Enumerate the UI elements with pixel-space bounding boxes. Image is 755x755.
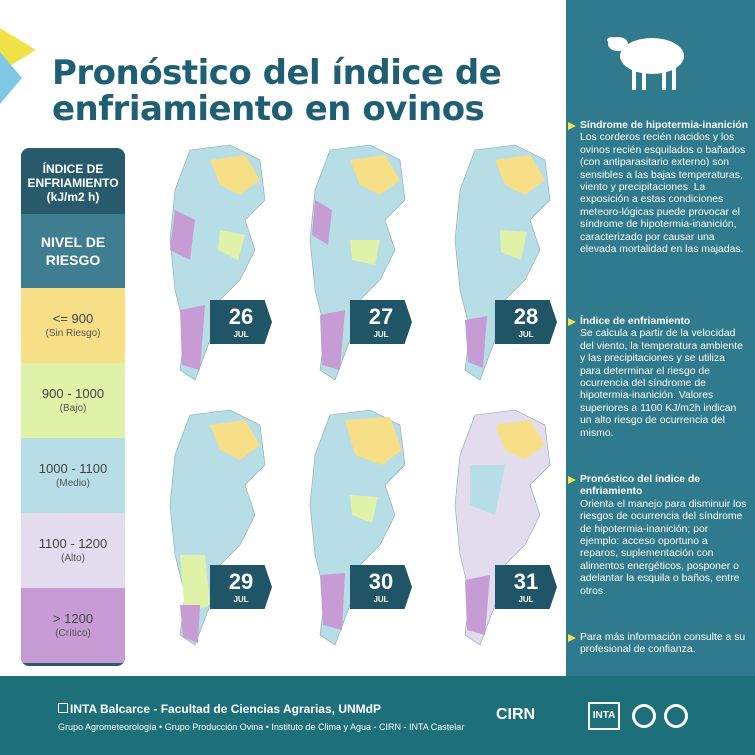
bullet-icon — [568, 634, 576, 642]
page-title: Pronóstico del índice de enfriamiento en… — [52, 53, 502, 129]
bullet-icon — [568, 318, 576, 326]
footer-institution-text: INTA Balcarce - Facultad de Ciencias Agr… — [70, 702, 381, 716]
cirn-logo: CIRN — [496, 706, 536, 723]
info-section-contacto: Para más información consulte a su profe… — [568, 632, 748, 657]
forecast-map-26 — [150, 140, 280, 390]
forecast-map-28 — [435, 140, 565, 390]
info-sidebar: Síndrome de hipotermia-inanición Los cor… — [566, 0, 755, 676]
legend-level: (Medio) — [56, 477, 90, 489]
legend-range: <= 900 — [52, 310, 94, 326]
info-section-indice: Índice de enfriamiento Se calcula a part… — [568, 316, 748, 440]
date-day: 30 — [368, 569, 394, 594]
date-badge-29: 29 JUL — [210, 565, 272, 609]
inta-mini-icon — [58, 703, 68, 713]
bullet-icon — [568, 122, 576, 130]
section-heading: Índice de enfriamiento — [580, 316, 691, 327]
forecast-map-30 — [290, 405, 420, 655]
legend-header: ÍNDICE DE ENFRIAMIENTO (kJ/m2 h) — [27, 162, 119, 204]
date-day: 28 — [513, 304, 539, 329]
date-day: 26 — [228, 304, 254, 329]
forecast-map-31 — [435, 405, 565, 655]
legend-band-alto: 1100 - 1200 (Alto) — [21, 513, 125, 588]
footer: INTA Balcarce - Facultad de Ciencias Agr… — [0, 676, 755, 755]
date-month: JUL — [233, 595, 249, 604]
argentina-map-icon — [309, 144, 406, 381]
date-day: 29 — [228, 569, 254, 594]
legend-level: (Alto) — [61, 552, 85, 564]
decorative-blue-triangle — [0, 52, 22, 104]
bullet-icon — [568, 476, 576, 484]
date-badge-31: 31 JUL — [495, 565, 557, 609]
section-body: Los corderos recién nacidos y los ovinos… — [580, 132, 746, 256]
info-section-pronostico: Pronóstico del índice de enfriamiento Or… — [568, 474, 748, 598]
footer-groups: Grupo Agrometeorología • Grupo Producció… — [58, 722, 465, 732]
footer-institution: INTA Balcarce - Facultad de Ciencias Agr… — [58, 702, 381, 716]
legend-level: (Crítico) — [55, 627, 91, 639]
date-month: JUL — [518, 330, 534, 339]
seal-logo-icon — [664, 704, 688, 728]
date-day: 31 — [513, 569, 539, 594]
date-badge-30: 30 JUL — [350, 565, 412, 609]
legend-level: (Sin Riesgo) — [45, 327, 101, 339]
section-heading: Síndrome de hipotermia-inanición — [580, 120, 749, 131]
date-badge-27: 27 JUL — [350, 300, 412, 344]
argentina-map-icon — [169, 409, 266, 646]
legend-range: 1100 - 1200 — [38, 535, 108, 551]
date-month: JUL — [518, 595, 534, 604]
sheep-icon — [607, 37, 684, 90]
info-section-sindrome: Síndrome de hipotermia-inanición Los cor… — [568, 120, 749, 256]
argentina-map-icon — [309, 409, 406, 646]
forecast-map-29 — [150, 405, 280, 655]
legend-level: (Bajo) — [59, 402, 87, 414]
forecast-maps: 26 JUL 27 JUL 28 JUL 29 JUL 30 JUL 31 JU… — [150, 140, 570, 660]
forecast-map-27 — [290, 140, 420, 390]
date-month: JUL — [373, 595, 389, 604]
legend-subheader: NIVEL DE RIESGO — [21, 214, 125, 288]
legend-band-sin-riesgo: <= 900 (Sin Riesgo) — [21, 288, 125, 363]
date-month: JUL — [233, 330, 249, 339]
date-month: JUL — [373, 330, 389, 339]
argentina-map-icon — [169, 144, 266, 381]
unmdp-logo-icon — [632, 704, 656, 728]
legend-range: > 1200 — [52, 610, 94, 626]
section-body: Orienta el manejo para disminuir los rie… — [580, 498, 747, 597]
section-body: Se calcula a partir de la velocidad del … — [580, 328, 743, 439]
argentina-map-icon — [454, 144, 551, 381]
legend-band-bajo: 900 - 1000 (Bajo) — [21, 363, 125, 438]
legend-panel: ÍNDICE DE ENFRIAMIENTO (kJ/m2 h) NIVEL D… — [21, 148, 125, 666]
inta-logo: INTA — [588, 702, 620, 730]
legend-band-medio: 1000 - 1100 (Medio) — [21, 438, 125, 513]
legend-band-critico: > 1200 (Crítico) — [21, 588, 125, 663]
date-badge-26: 26 JUL — [210, 300, 272, 344]
date-badge-28: 28 JUL — [495, 300, 557, 344]
argentina-map-icon — [454, 409, 551, 646]
section-heading: Pronóstico del índice de enfriamiento — [580, 474, 701, 498]
section-body: Para más información consulte a su profe… — [580, 632, 746, 656]
legend-range: 1000 - 1100 — [38, 460, 108, 476]
date-day: 27 — [368, 304, 394, 329]
legend-range: 900 - 1000 — [41, 385, 105, 401]
